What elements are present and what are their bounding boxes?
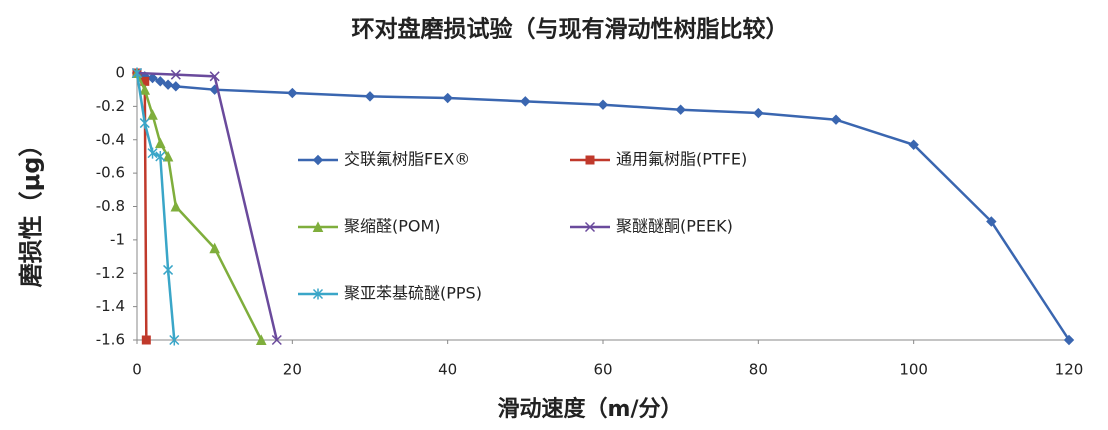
legend: 交联氟树脂FEX® 通用氟树脂(PTFE) 聚缩醛(POM) 聚醚醚酮(PEEK) 聚亚… — [298, 150, 747, 303]
marker — [209, 71, 220, 82]
y-tick-label: -1.4 — [96, 297, 125, 315]
marker — [255, 334, 267, 345]
y-tick-label: -1.6 — [96, 331, 125, 349]
legend-label: 聚醚醚酮(PEEK) — [616, 217, 733, 236]
y-tick-label: -1.2 — [96, 264, 125, 282]
y-axis-label: 磨损性（μg） — [17, 133, 45, 288]
marker — [169, 334, 180, 346]
legend-label: 交联氟树脂FEX® — [344, 150, 470, 169]
marker — [147, 109, 158, 120]
marker — [271, 334, 282, 346]
marker — [139, 117, 150, 129]
marker — [1063, 334, 1075, 346]
legend-label: 聚亚苯基硫醚(PPS) — [344, 284, 482, 303]
legend-label: 聚缩醛(POM) — [344, 217, 441, 236]
marker — [147, 72, 158, 84]
marker — [141, 335, 151, 345]
x-tick-label: 60 — [593, 361, 612, 379]
x-tick-label: 0 — [132, 361, 142, 379]
marker — [287, 87, 298, 99]
line — [136, 71, 279, 341]
chart-title: 环对盘磨损试验（与现有滑动性树脂比较） — [352, 16, 789, 43]
marker — [312, 288, 324, 300]
marker — [585, 155, 595, 165]
marker — [139, 84, 151, 95]
y-tick-label: -0.2 — [96, 97, 125, 115]
marker — [162, 150, 174, 162]
line — [136, 71, 1071, 341]
marker — [312, 154, 324, 166]
line — [135, 72, 176, 341]
marker — [162, 79, 174, 90]
x-axis-label: 滑动速度（m/分） — [498, 396, 683, 422]
marker — [170, 69, 181, 80]
y-tick-label: -0.4 — [96, 130, 125, 148]
marker — [154, 137, 166, 149]
marker — [155, 150, 166, 162]
marker — [830, 114, 842, 125]
marker — [908, 139, 919, 150]
marker — [170, 81, 182, 92]
y-tick-label: -1 — [110, 230, 125, 248]
marker — [753, 107, 764, 119]
marker — [155, 76, 166, 87]
marker — [597, 99, 609, 110]
marker — [986, 216, 997, 227]
x-tick-label: 120 — [1055, 361, 1084, 379]
marker — [209, 242, 220, 254]
series — [131, 67, 180, 346]
line — [135, 72, 263, 341]
x-tick-label: 80 — [749, 361, 768, 379]
series — [131, 67, 282, 346]
marker — [584, 221, 596, 233]
marker — [170, 200, 182, 212]
marker — [520, 96, 531, 107]
y-tick-label: -0.8 — [96, 197, 125, 215]
x-tick-label: 100 — [899, 361, 928, 379]
y-tick-label: 0 — [115, 64, 125, 82]
marker — [442, 92, 453, 104]
x-tick-label: 20 — [283, 361, 302, 379]
y-tick-label: -0.6 — [96, 164, 125, 182]
marker — [675, 104, 686, 115]
legend-label: 通用氟树脂(PTFE) — [616, 150, 747, 169]
marker — [147, 147, 158, 159]
marker — [163, 264, 174, 276]
marker — [131, 67, 143, 79]
line — [136, 72, 148, 341]
x-tick-label: 40 — [438, 361, 457, 379]
series — [131, 67, 1075, 346]
marker — [364, 91, 376, 102]
marker — [312, 221, 324, 232]
